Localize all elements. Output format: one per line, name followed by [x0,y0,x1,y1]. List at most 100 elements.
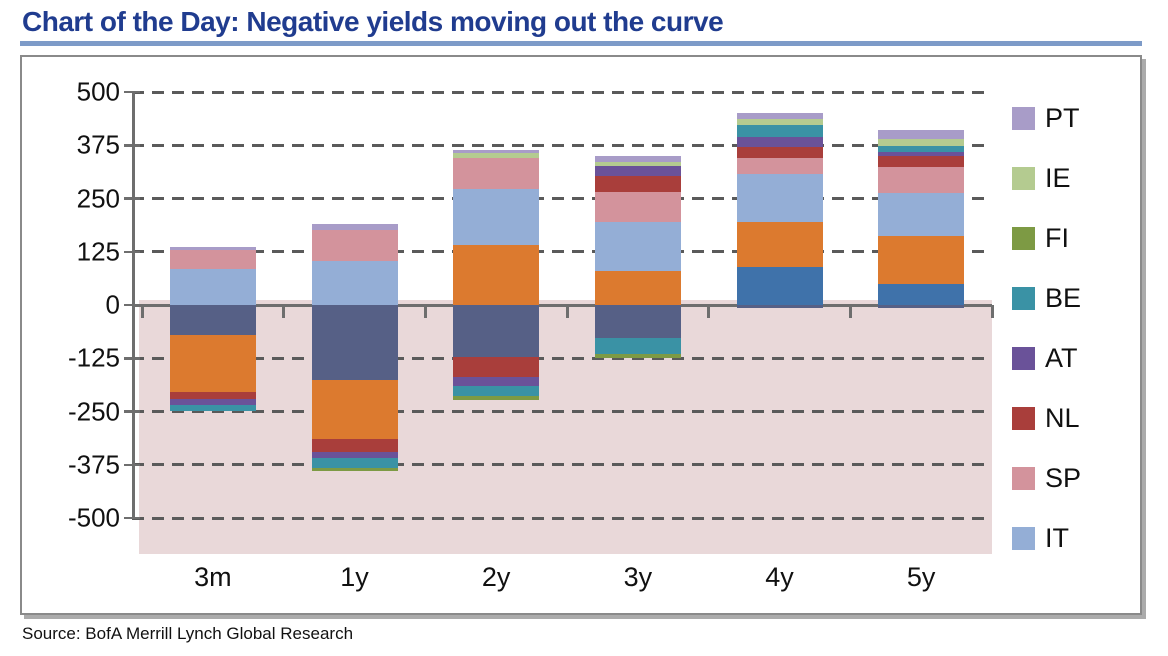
bar-segment-AT-4y [736,136,823,147]
bar-segment-SP-5y [878,166,965,193]
y-axis-label: 125 [76,236,120,267]
bar-segment-NL-3m [169,392,256,399]
bar-segment-BE-2y [453,386,540,397]
bar-segment-IE-5y [878,138,965,147]
bar-segment-AT-5y [878,151,965,156]
legend-label-BE: BE [1045,283,1082,313]
bar-segment-unlabeled-dark-slate-blue-3y [594,305,681,339]
bar-segment-SP-3y [594,192,681,222]
legend-label-SP: SP [1045,463,1082,493]
bar-segment-FI-3y [594,354,681,359]
bar-segment-unlabeled-orange-3y [594,270,681,305]
y-axis-label: -500 [67,502,120,533]
bar-segment-BE-4y [736,125,823,137]
grid-line [132,356,992,360]
bar-segment-SP-3m [169,250,256,270]
legend-swatch-FI [1012,227,1035,250]
legend-label-NL: NL [1045,403,1080,433]
bar-segment-NL-4y [736,146,823,159]
bar-segment-unlabeled-steel-blue-4y [736,266,823,305]
chart-title: Chart of the Day: Negative yields moving… [22,6,724,37]
grid-line [132,197,992,200]
bar-segment-unlabeled-dark-slate-blue-3m [169,305,256,335]
bar-segment-PT-4y [736,113,823,119]
legend-swatch-NL [1012,407,1035,430]
legend-swatch-BE [1012,287,1035,310]
x-axis-tick [707,305,711,318]
bar-segment-IE-3y [594,162,681,167]
bar-segment-unlabeled-dark-slate-blue-5y [878,305,965,308]
bar-segment-unlabeled-orange-4y [736,221,823,267]
chart-frame: 500 375 250 125 0 -125 -250 -375 -500 3m 1y 2y 3y 4y 5… [20,55,1142,615]
y-axis-tick [124,516,140,520]
x-axis-tick [848,305,852,318]
bar-segment-IT-3y [594,221,681,271]
x-axis-tick [423,305,427,318]
bar-segment-SP-2y [453,158,540,190]
title-underline-rule [20,41,1142,46]
x-axis-tick [140,305,144,318]
x-axis-tick [282,305,286,318]
x-axis-label: 2y [481,562,511,592]
bar-segment-NL-5y [878,155,965,167]
x-axis-label: 3y [623,562,653,592]
bar-segment-BE-3y [594,338,681,355]
bar-segment-unlabeled-steel-blue-5y [878,283,965,305]
x-axis-label: 5y [906,562,936,592]
source-attribution: Source: BofA Merrill Lynch Global Resear… [22,624,354,643]
bar-segment-AT-3m [169,398,256,405]
x-axis-label: 1y [340,562,369,592]
bar-segment-unlabeled-orange-2y [453,244,540,305]
y-axis-line [132,92,135,518]
bar-segment-PT-1y [311,224,398,230]
bar-segment-unlabeled-orange-3m [169,334,256,393]
bar-segment-FI-2y [453,396,540,400]
legend-swatch-AT [1012,347,1035,370]
y-axis-label: 500 [76,76,120,107]
grid-line [132,90,992,94]
x-axis-tick [990,305,994,318]
y-axis-label: -250 [67,396,120,426]
bar-segment-BE-5y [878,146,965,152]
grid-line [132,143,992,147]
x-axis-tick [565,305,569,318]
grid-line [132,250,992,254]
bar-segment-PT-3m [169,246,256,251]
bar-segment-IE-4y [736,118,823,126]
legend-label-AT: AT [1045,343,1078,373]
bar-segment-AT-2y [453,376,540,387]
grid-line [132,463,992,467]
bar-segment-IT-5y [878,192,965,237]
legend-label-IE: IE [1045,163,1071,193]
legend-swatch-IT [1012,527,1035,550]
bar-segment-unlabeled-orange-5y [878,236,965,284]
bar-segment-NL-3y [594,176,681,193]
legend-label-IT: IT [1045,523,1069,553]
legend-swatch-SP [1012,467,1035,490]
bar-segment-PT-3y [594,155,681,163]
zero-axis-line [132,303,992,307]
bar-segment-NL-1y [311,438,398,452]
negative-region-shading [139,299,992,554]
x-axis-label: 3m [194,562,232,592]
y-axis-label: -375 [67,449,120,480]
legend-swatch-IE [1012,167,1035,190]
bar-segment-BE-3m [169,404,256,411]
bar-segment-IT-1y [311,261,398,305]
bar-segment-FI-1y [311,468,398,472]
bar-segment-PT-2y [453,149,540,154]
legend-label-PT: PT [1045,103,1080,133]
grid-line [132,516,992,520]
x-axis-label: 4y [765,562,794,592]
y-axis-label: 250 [76,183,120,213]
bar-segment-unlabeled-orange-1y [311,379,398,439]
bar-segment-IT-2y [453,189,540,245]
y-axis-label: 375 [76,129,120,160]
bar-segment-unlabeled-dark-slate-blue-4y [736,305,823,309]
y-axis-label: -125 [67,342,120,373]
bar-segment-IT-3m [169,269,256,305]
bar-segment-AT-3y [594,166,681,177]
bar-segment-PT-5y [878,129,965,139]
bar-segment-unlabeled-dark-slate-blue-1y [311,305,398,380]
